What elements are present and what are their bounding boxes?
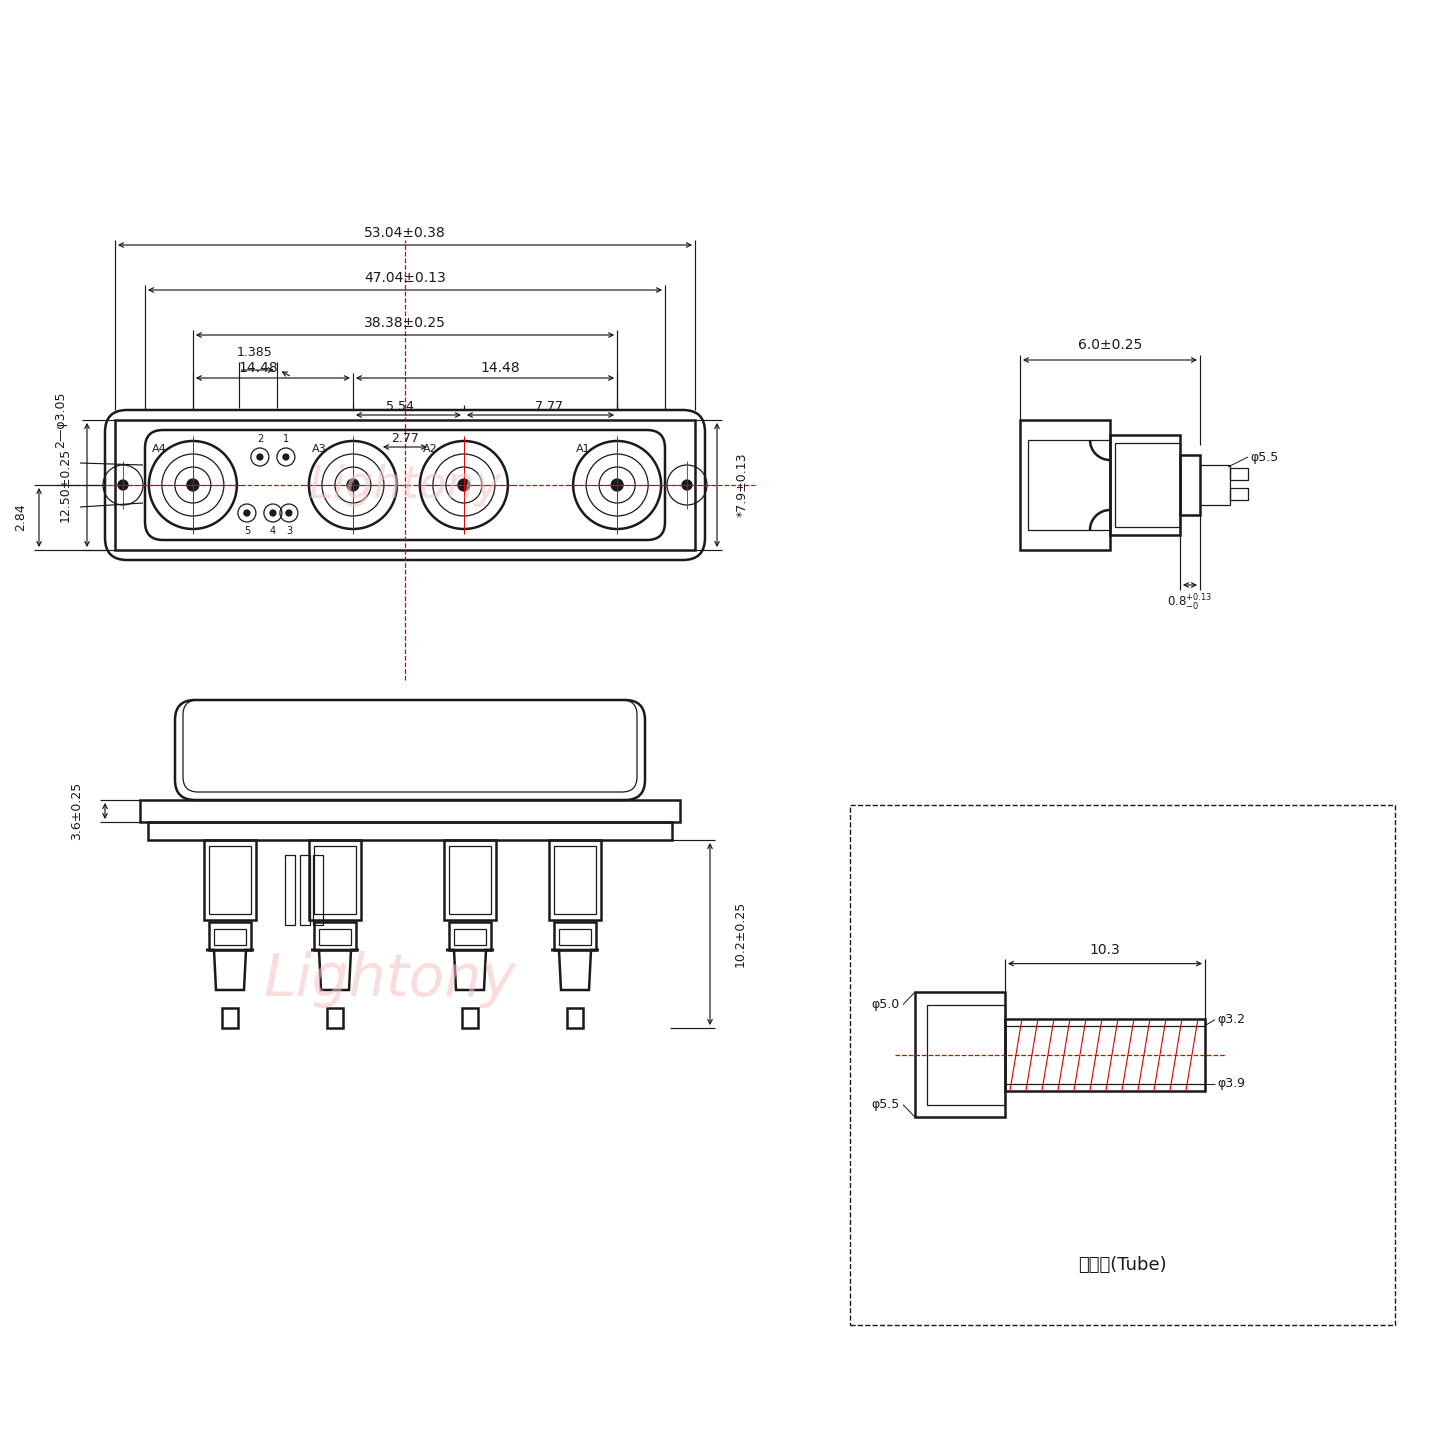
Bar xyxy=(444,840,495,920)
Circle shape xyxy=(256,454,264,459)
Bar xyxy=(549,840,600,920)
Text: φ3.9: φ3.9 xyxy=(1217,1077,1246,1090)
Bar xyxy=(1020,420,1110,550)
Text: 1: 1 xyxy=(282,433,289,444)
Bar xyxy=(314,922,356,950)
Bar xyxy=(310,840,361,920)
Bar xyxy=(927,1005,1005,1104)
Bar xyxy=(1230,468,1248,480)
Bar xyxy=(449,922,491,950)
Bar xyxy=(222,1008,238,1028)
Bar xyxy=(215,929,246,945)
Text: 1.385: 1.385 xyxy=(236,346,272,359)
Bar xyxy=(1115,444,1179,527)
Bar xyxy=(148,822,672,840)
Bar xyxy=(914,992,1005,1117)
Bar xyxy=(327,1008,343,1028)
Text: φ5.0: φ5.0 xyxy=(871,998,900,1011)
Bar xyxy=(454,929,487,945)
Text: 3: 3 xyxy=(285,526,292,536)
Circle shape xyxy=(269,510,276,516)
Bar xyxy=(559,929,590,945)
Text: 6.0±0.25: 6.0±0.25 xyxy=(1079,338,1142,351)
Text: 2.77: 2.77 xyxy=(392,432,419,445)
Bar xyxy=(1230,488,1248,500)
Circle shape xyxy=(118,480,128,490)
Bar xyxy=(140,801,680,822)
Bar xyxy=(1179,455,1200,516)
Text: 3.6±0.25: 3.6±0.25 xyxy=(71,782,84,840)
Text: A3: A3 xyxy=(312,444,327,454)
Text: 4: 4 xyxy=(269,526,276,536)
Text: 10.2±0.25: 10.2±0.25 xyxy=(733,901,746,968)
Text: 5.54: 5.54 xyxy=(386,399,415,412)
Circle shape xyxy=(187,480,199,491)
Circle shape xyxy=(287,510,292,516)
Text: A2: A2 xyxy=(423,444,438,454)
Text: 2.84: 2.84 xyxy=(14,504,27,531)
Text: 53.04±0.38: 53.04±0.38 xyxy=(364,226,446,240)
Bar xyxy=(554,847,596,914)
Text: φ5.5: φ5.5 xyxy=(871,1099,900,1112)
Text: 2: 2 xyxy=(256,433,264,444)
Text: 12.50±0.25: 12.50±0.25 xyxy=(59,448,72,523)
Circle shape xyxy=(282,454,289,459)
Bar xyxy=(300,855,310,924)
Circle shape xyxy=(347,480,359,491)
Bar xyxy=(204,840,256,920)
Bar xyxy=(1200,465,1230,505)
Bar xyxy=(115,420,696,550)
Text: 10.3: 10.3 xyxy=(1090,943,1120,956)
Bar xyxy=(209,847,251,914)
Bar xyxy=(462,1008,478,1028)
Circle shape xyxy=(458,480,469,491)
Bar xyxy=(1005,1018,1205,1090)
Text: 5: 5 xyxy=(243,526,251,536)
Text: 14.48: 14.48 xyxy=(238,361,278,374)
Bar xyxy=(209,922,251,950)
Circle shape xyxy=(683,480,693,490)
Bar xyxy=(850,805,1395,1325)
Bar xyxy=(285,855,295,924)
Text: 14.48: 14.48 xyxy=(480,361,520,374)
Bar xyxy=(320,929,351,945)
Bar xyxy=(449,847,491,914)
Text: *7.9±0.13: *7.9±0.13 xyxy=(736,452,749,517)
Text: 7.77: 7.77 xyxy=(534,399,563,412)
Circle shape xyxy=(611,480,624,491)
Text: 38.38±0.25: 38.38±0.25 xyxy=(364,315,446,330)
Text: $0.8^{+0.13}_{-0}$: $0.8^{+0.13}_{-0}$ xyxy=(1168,593,1212,613)
Circle shape xyxy=(243,510,251,516)
Bar xyxy=(1028,441,1110,530)
Text: A4: A4 xyxy=(151,444,167,454)
Text: A1: A1 xyxy=(576,444,590,454)
Bar xyxy=(567,1008,583,1028)
Text: Lightony: Lightony xyxy=(308,464,501,507)
Bar xyxy=(314,847,356,914)
Text: 2—φ3.05: 2—φ3.05 xyxy=(55,392,68,448)
Bar xyxy=(1110,435,1179,536)
Text: φ3.2: φ3.2 xyxy=(1217,1014,1246,1027)
Bar xyxy=(312,855,323,924)
Text: φ5.5: φ5.5 xyxy=(1250,451,1279,464)
Text: 47.04±0.13: 47.04±0.13 xyxy=(364,271,446,285)
Bar xyxy=(554,922,596,950)
Text: 屏蔽管(Tube): 屏蔽管(Tube) xyxy=(1079,1256,1166,1274)
Text: Lightony: Lightony xyxy=(264,952,517,1008)
